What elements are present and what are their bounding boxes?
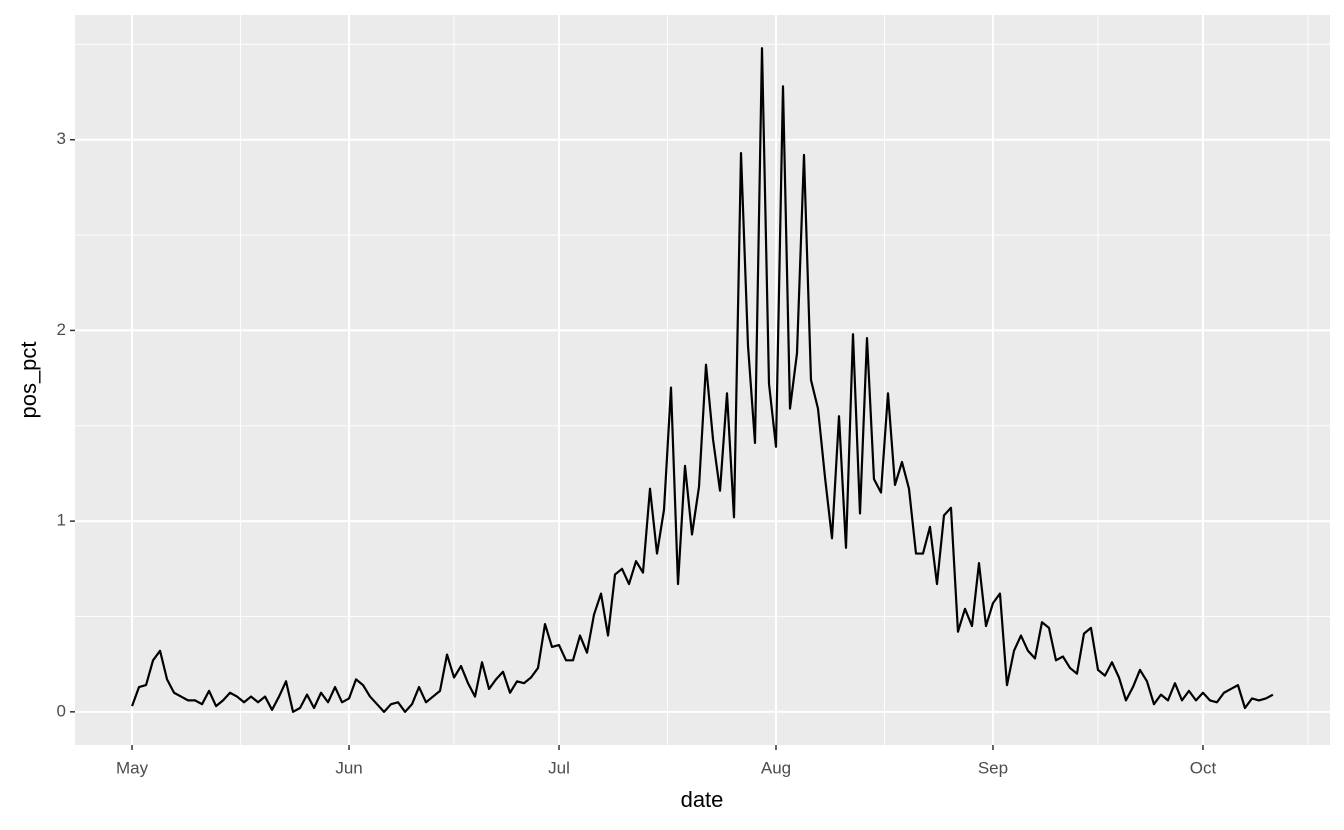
x-tick-label: May	[116, 758, 149, 777]
y-tick-label: 0	[57, 701, 66, 720]
x-tick-label: Aug	[761, 758, 791, 777]
grid	[75, 15, 1330, 745]
marks	[131, 47, 1274, 713]
y-tick-label: 3	[57, 129, 66, 148]
x-tick-label: Oct	[1190, 758, 1217, 777]
x-axis-title: date	[681, 787, 724, 812]
data-line	[131, 47, 1274, 713]
x-tick-label: Jun	[335, 758, 362, 777]
x-tick-label: Jul	[548, 758, 570, 777]
y-tick-label: 2	[57, 320, 66, 339]
x-tick-label: Sep	[978, 758, 1008, 777]
y-axis-title: pos_pct	[16, 341, 41, 418]
panel	[75, 15, 1330, 745]
y-tick-label: 1	[57, 511, 66, 530]
